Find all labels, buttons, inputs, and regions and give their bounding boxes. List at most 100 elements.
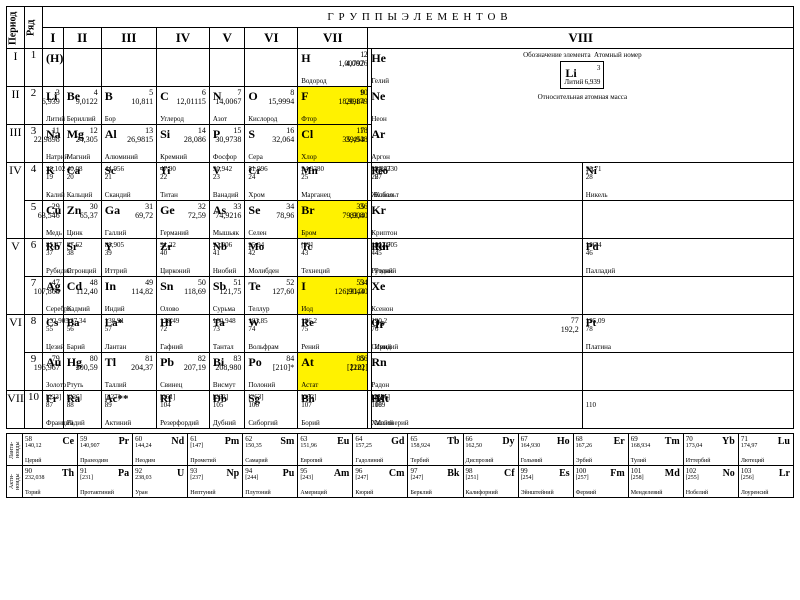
element-symbol: Cm — [389, 468, 405, 479]
element-cell: Cd48112,40Кадмий — [63, 277, 101, 315]
element-name: Кальций — [67, 191, 93, 199]
element-symbol: Po — [248, 355, 261, 370]
atomic-number: 82 — [198, 354, 206, 363]
atomic-mass: 158,924 — [410, 443, 430, 449]
atomic-number: 87 — [46, 401, 53, 409]
element-cell: Db105[262]Дубний — [209, 391, 245, 429]
lanth-label: Ланта-ноиды — [7, 434, 23, 466]
atomic-number: 24 — [248, 173, 255, 181]
atomic-mass: 208,980 — [215, 363, 241, 372]
element-cell: C612,01115Углерод — [157, 87, 210, 125]
atomic-number: 55 — [46, 325, 53, 333]
atomic-number: 28 — [586, 173, 593, 181]
element-name: Кислород — [248, 115, 277, 123]
atomic-number: 16 — [286, 126, 294, 135]
element-symbol: At — [301, 355, 314, 370]
atomic-mass: 106,4 — [586, 241, 602, 249]
element-cell — [371, 201, 582, 239]
element-symbol: Si — [160, 127, 170, 142]
period-cell: VII — [7, 391, 25, 429]
element-symbol: Ce — [62, 436, 74, 447]
atomic-mass: 39,948 — [346, 135, 368, 144]
element-name: Нептуний — [190, 490, 215, 496]
element-name: Молибден — [248, 267, 279, 275]
atomic-mass: 63,546 — [38, 211, 60, 220]
legend-text: Обозначение элемента Атомный номер — [374, 51, 791, 59]
element-name: Гелий — [371, 77, 389, 85]
atomic-mass: [266] — [375, 393, 390, 401]
element-name: Прометий — [190, 458, 216, 464]
element-symbol: Eu — [337, 436, 349, 447]
atomic-mass: 15,9994 — [268, 97, 294, 106]
atomic-number: 29 — [52, 202, 60, 211]
atomic-number: 5 — [149, 88, 153, 97]
element-symbol: Am — [334, 468, 350, 479]
element-cell: Tl81204,37Таллий — [101, 353, 156, 391]
element-cell: Cs55132,905Цезий — [43, 315, 64, 353]
atomic-number: 71 — [741, 435, 748, 443]
element-cell: O815,9994Кислород — [245, 87, 298, 125]
element-symbol: Er — [614, 436, 625, 447]
atomic-mass: [257] — [576, 475, 589, 481]
element-symbol: Th — [62, 468, 74, 479]
element-cell: 102No[255]Нобелий — [683, 466, 738, 498]
element-cell: Mg1224,305Магний — [63, 125, 101, 163]
atomic-number: 96 — [355, 467, 362, 475]
atomic-number: 36 — [360, 202, 368, 211]
atomic-mass: [256] — [741, 475, 754, 481]
atomic-mass: 83,80 — [350, 211, 368, 220]
legend-text: Относительная атомная масса — [374, 93, 791, 101]
element-cell: Be49,0122Бериллий — [63, 87, 101, 125]
element-symbol: Te — [248, 279, 260, 294]
element-cell: Ra88[226]Радий — [63, 391, 101, 429]
element-cell: Ni2858,71Никель — [582, 163, 793, 201]
element-cell: Mt109[266]Мейтнерий — [371, 391, 582, 429]
period-cell: III — [7, 125, 25, 163]
element-name: Таллий — [105, 381, 127, 389]
atomic-mass: [262] — [301, 393, 316, 401]
atomic-mass: 107,868 — [34, 287, 60, 296]
element-cell: Co2758,9330Кобальт — [371, 163, 582, 201]
atomic-number: 80 — [90, 354, 98, 363]
element-symbol: Al — [105, 127, 117, 142]
atomic-number: 13 — [145, 126, 153, 135]
element-name: Тулий — [631, 458, 647, 464]
atomic-number: 20 — [67, 173, 74, 181]
atomic-number: 56 — [67, 325, 74, 333]
element-cell: 103Lr[256]Лоуренсий — [738, 466, 793, 498]
atomic-number: 61 — [190, 435, 197, 443]
element-symbol: Md — [665, 468, 680, 479]
element-cell: 62Sm150,35Самарий — [243, 434, 298, 466]
element-name: Мейтнерий — [375, 419, 409, 427]
atomic-mass: 196,967 — [34, 363, 60, 372]
element-cell: N714,0067Азот — [209, 87, 245, 125]
element-name: Гадолиний — [355, 458, 383, 464]
periodic-table: Период Ряд Г Р У П П Ы Э Л Е М Е Н Т О В… — [6, 6, 794, 429]
atomic-mass: 58,71 — [586, 165, 602, 173]
element-name: Иод — [301, 305, 313, 313]
atomic-number: 3 — [56, 88, 60, 97]
element-cell — [63, 49, 101, 87]
element-cell: Au79196,967Золото — [43, 353, 64, 391]
element-symbol: Nd — [171, 436, 184, 447]
element-symbol: Pb — [160, 355, 174, 370]
element-symbol: Pr — [119, 436, 130, 447]
atomic-mass: 24,305 — [76, 135, 98, 144]
element-name: Вольфрам — [248, 343, 278, 351]
element-cell: 70Yb173,04Иттербий — [683, 434, 738, 466]
element-name: Висмут — [213, 381, 236, 389]
atomic-number: 51 — [233, 278, 241, 287]
atomic-number: 25 — [301, 173, 308, 181]
atomic-mass: [263] — [248, 393, 263, 401]
element-cell: B510,811Бор — [101, 87, 156, 125]
element-cell: 95Am[243]Америций — [298, 466, 353, 498]
element-name: Титан — [160, 191, 178, 199]
atomic-number: 10 — [360, 88, 368, 97]
element-cell: K1939,102Калий — [43, 163, 64, 201]
atomic-mass: 174,97 — [741, 443, 758, 449]
element-symbol: Br — [301, 203, 314, 218]
element-name: Азот — [213, 115, 227, 123]
atomic-mass: 114,82 — [131, 287, 153, 296]
element-name: Фтор — [301, 115, 317, 123]
element-cell: Ti2247,90Титан — [157, 163, 210, 201]
